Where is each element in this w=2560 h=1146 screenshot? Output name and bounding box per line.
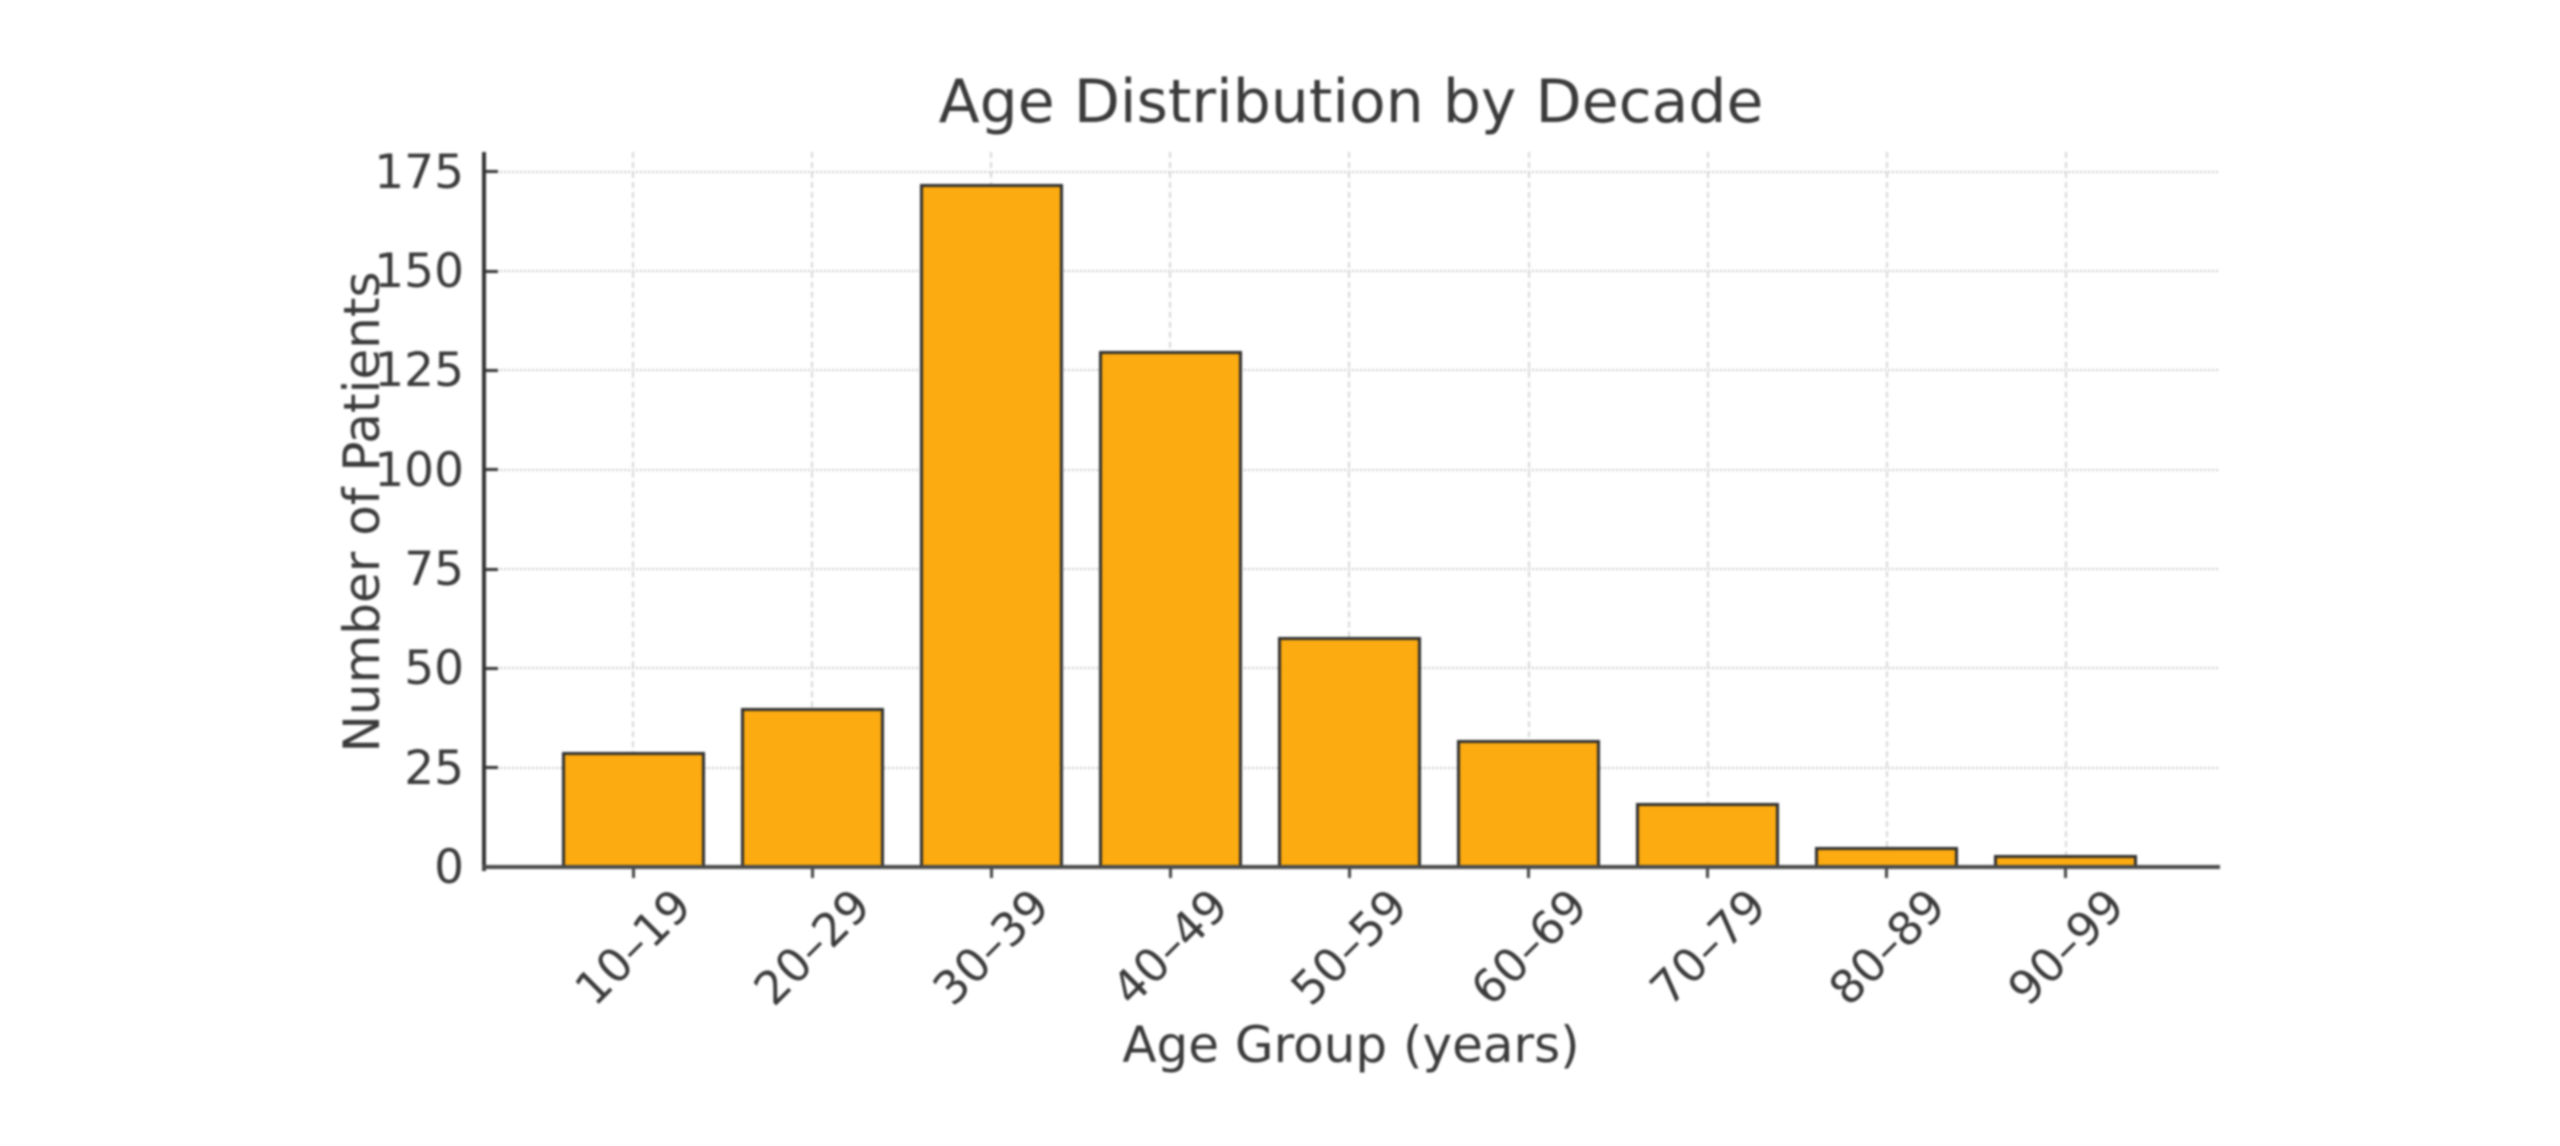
vertical-gridline (811, 152, 814, 867)
x-tick-label-text: 50–59 (1280, 878, 1419, 1016)
x-tick-label-text: 30–39 (922, 878, 1060, 1016)
x-tick-mark (1347, 867, 1351, 878)
x-axis-title: Age Group (years) (1122, 1016, 1580, 1074)
horizontal-gridline (488, 369, 2218, 372)
horizontal-gridline (488, 170, 2218, 173)
y-tick-label: 50 (404, 641, 464, 697)
y-tick-mark (486, 368, 498, 372)
bar-30–39 (919, 183, 1063, 867)
x-tick-label-text: 90–99 (1997, 878, 2135, 1016)
x-tick-mark (1885, 867, 1889, 878)
vertical-gridline (1885, 152, 1888, 867)
y-tick-label: 25 (404, 740, 464, 796)
y-tick-mark (486, 666, 498, 670)
x-tick-label-text: 40–49 (1101, 878, 1239, 1016)
horizontal-gridline (488, 468, 2218, 471)
chart-title: Age Distribution by Decade (938, 67, 1764, 137)
bar-80–89 (1815, 847, 1959, 867)
x-tick-mark (2064, 867, 2068, 878)
x-axis-line (482, 865, 2220, 869)
y-tick-mark (486, 269, 498, 273)
y-tick-label: 125 (374, 343, 464, 399)
x-tick-label-text: 80–89 (1818, 878, 1956, 1016)
x-tick-mark (1168, 867, 1172, 878)
y-tick-label: 175 (374, 144, 464, 200)
y-tick-mark (486, 766, 498, 770)
vertical-gridline (1706, 152, 1709, 867)
x-tick-label-text: 20–29 (743, 878, 881, 1016)
horizontal-gridline (488, 270, 2218, 273)
y-tick-label: 150 (374, 244, 464, 300)
y-tick-mark (486, 567, 498, 571)
vertical-gridline (632, 152, 634, 867)
y-axis-line (482, 152, 486, 871)
y-tick-label: 100 (374, 442, 464, 498)
vertical-gridline (1527, 152, 1530, 867)
vertical-gridline (2064, 152, 2067, 867)
x-tick-mark (1706, 867, 1710, 878)
x-tick-mark (631, 867, 635, 878)
x-tick-label-text: 10–19 (564, 878, 702, 1016)
x-tick-mark (810, 867, 814, 878)
vertical-gridline (1348, 152, 1351, 867)
y-tick-mark (486, 468, 498, 472)
x-tick-label-text: 70–79 (1638, 878, 1777, 1016)
bar-60–69 (1457, 739, 1600, 867)
plot-area: 0 25 50 75 100 125 150 175 10–19 20–29 30–39 40–49 5… (374, 149, 2220, 1016)
y-tick-mark (486, 170, 498, 174)
y-tick-label: 0 (434, 840, 464, 895)
bar-50–59 (1277, 636, 1421, 867)
bar-20–29 (740, 708, 884, 867)
x-tick-mark (1527, 867, 1530, 878)
bar-40–49 (1098, 350, 1242, 867)
bar-90–99 (1994, 855, 2138, 867)
y-tick-label: 75 (404, 542, 464, 598)
horizontal-gridline (488, 568, 2218, 571)
x-tick-label-text: 60–69 (1459, 878, 1598, 1016)
bar-10–19 (561, 751, 705, 867)
bar-70–79 (1636, 803, 1780, 867)
x-tick-mark (989, 867, 993, 878)
